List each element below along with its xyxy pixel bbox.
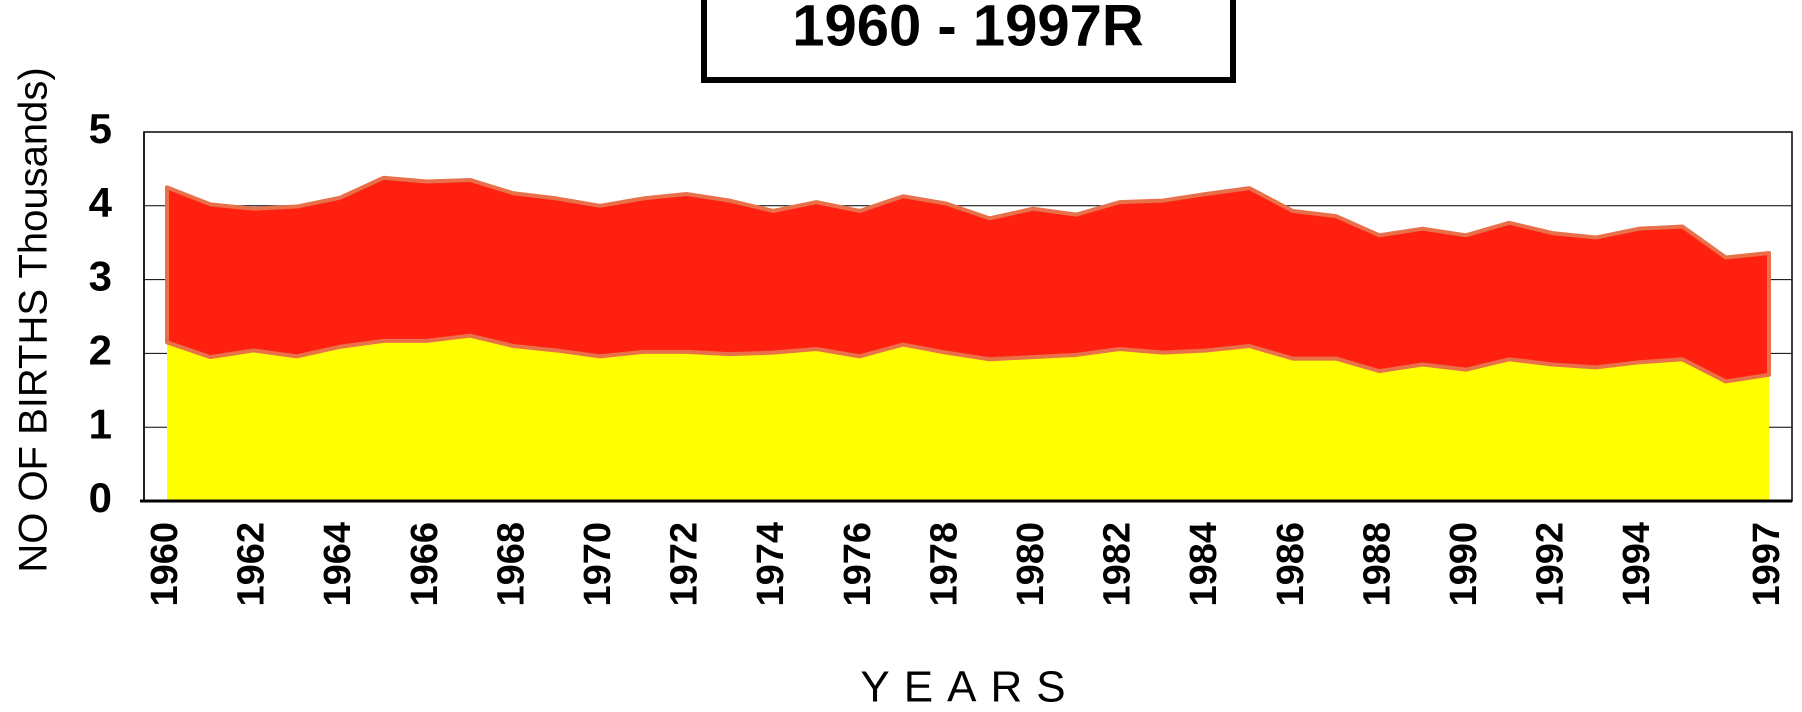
chart-title: 1960 - 1997R: [792, 0, 1143, 58]
y-tick-label: 0: [89, 474, 112, 521]
x-tick-label: 1994: [1616, 522, 1658, 607]
x-tick-label: 1968: [490, 522, 532, 607]
x-axis-label: YEARS: [860, 663, 1079, 712]
x-tick-label: 1974: [750, 522, 792, 607]
x-tick-label: 1970: [577, 522, 619, 607]
x-tick-label: 1990: [1443, 522, 1485, 607]
area: [167, 335, 1769, 501]
x-tick-label: 1972: [664, 522, 706, 607]
area: [165, 175, 1771, 384]
y-tick-label: 1: [89, 400, 112, 447]
x-tick-label: 1982: [1097, 522, 1139, 607]
y-tick-label: 5: [89, 105, 112, 152]
x-tick-label: 1988: [1356, 522, 1398, 607]
x-tick-label: 1966: [404, 522, 446, 607]
x-tick-label: 1964: [317, 522, 359, 607]
x-tick-label: 1984: [1183, 522, 1225, 607]
x-tick-label: 1992: [1530, 522, 1572, 607]
x-tick-label: 1997: [1746, 522, 1788, 607]
title-box: [701, 0, 1236, 83]
x-tick-label: 1962: [231, 522, 273, 607]
x-tick-label: 1976: [837, 522, 879, 607]
x-tick-label: 1986: [1270, 522, 1312, 607]
y-tick-label: 3: [89, 253, 112, 300]
y-axis-label: NO OF BIRTHS Thousands): [12, 67, 56, 572]
y-tick-label: 4: [89, 179, 113, 226]
x-tick-label: 1980: [1010, 522, 1052, 607]
y-tick-label: 2: [89, 326, 112, 373]
x-tick-label: 1960: [144, 522, 186, 607]
x-tick-label: 1978: [923, 522, 965, 607]
